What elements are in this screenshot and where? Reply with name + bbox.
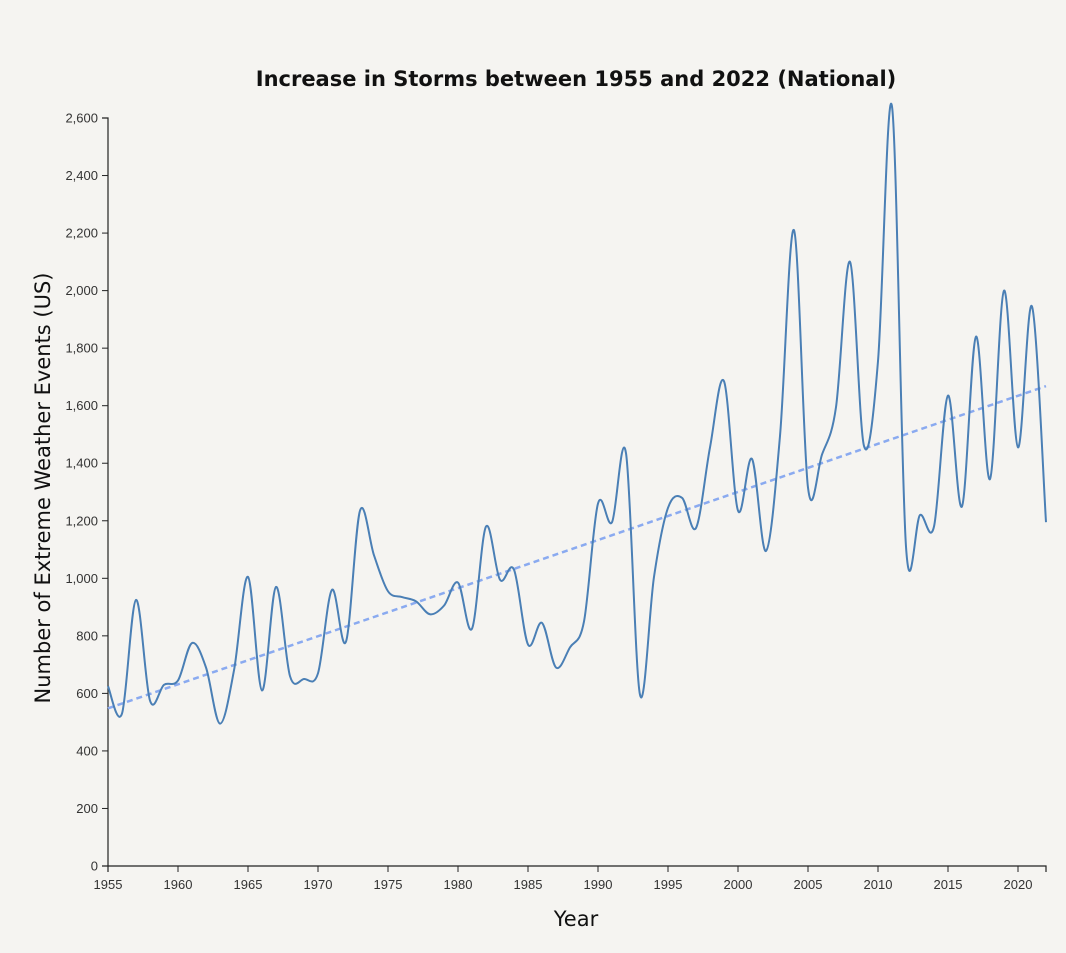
x-axis-line [107,865,1047,872]
x-tick-label: 1980 [444,877,473,892]
trend-line [107,384,1047,710]
plot-area [107,102,1047,725]
y-tick-label: 1,400 [65,456,98,471]
x-tick-label: 1965 [234,877,263,892]
y-tick-label: 1,000 [65,571,98,586]
y-tick-label: 400 [76,743,98,758]
x-tick-label: 1985 [514,877,543,892]
y-axis-line [102,117,109,867]
y-tick-label: 800 [76,628,98,643]
x-axis-label: Year [553,907,599,931]
y-tick-label: 1,200 [65,513,98,528]
y-axis-label: Number of Extreme Weather Events (US) [31,273,55,704]
x-tick-label: 1990 [584,877,613,892]
y-tick-label: 1,800 [65,341,98,356]
x-tick-label: 1955 [94,877,123,892]
y-tick-label: 0 [91,859,98,874]
y-tick-label: 200 [76,801,98,816]
y-tick-label: 600 [76,686,98,701]
chart-title: Increase in Storms between 1955 and 2022… [256,67,897,91]
x-tick-label: 2000 [724,877,753,892]
y-tick-label: 2,000 [65,283,98,298]
y-tick-label: 1,600 [65,398,98,413]
x-tick-label: 1970 [304,877,333,892]
y-axis: 0 200 400 600 800 1,000 1,200 1,400 1,600 1,800 2,… [65,111,109,874]
x-axis: 1955 1960 1965 1970 1975 1980 1985 1990 1995 2000… [94,865,1047,892]
y-tick-label: 2,200 [65,226,98,241]
x-tick-label: 2015 [934,877,963,892]
series-line [107,102,1047,725]
x-tick-label: 1975 [374,877,403,892]
x-tick-label: 2020 [1004,877,1033,892]
x-tick-label: 2005 [794,877,823,892]
x-tick-label: 1960 [164,877,193,892]
y-tick-label: 2,400 [65,168,98,183]
x-tick-label: 1995 [654,877,683,892]
x-tick-label: 2010 [864,877,893,892]
y-tick-label: 2,600 [65,111,98,126]
